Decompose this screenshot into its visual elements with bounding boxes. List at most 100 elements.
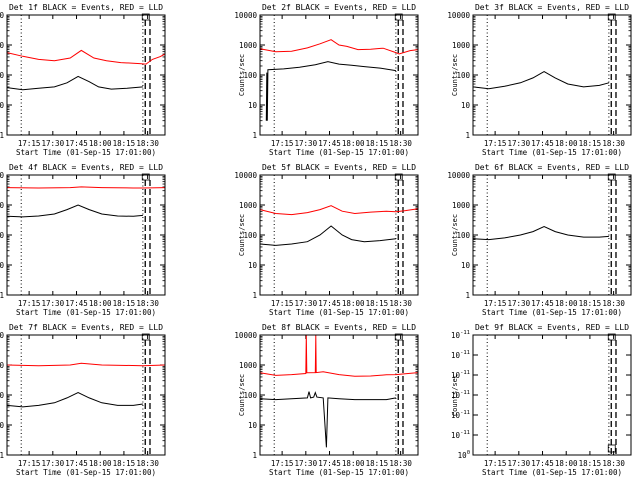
events-series-line [259,225,396,246]
y-tick-label: 10 [248,101,258,110]
detector-panel-7: Det 7f BLACK = Events, RED = LLDCounts/s… [0,323,166,477]
x-tick-label: 18:15 [366,459,389,468]
events-series-line [259,391,396,448]
panel-title: Det 5f BLACK = Events, RED = LLD [262,163,416,172]
y-tick-label: 10-11 [451,350,470,360]
x-tick-label: 17:45 [318,139,341,148]
x-tick-label: 18:00 [342,299,365,308]
x-tick-label: 17:15 [271,299,294,308]
x-tick-label: 18:15 [113,139,136,148]
panel-title: Det 9f BLACK = Events, RED = LLD [475,323,629,332]
x-tick-label: 17:45 [65,459,88,468]
y-tick-label: 1000 [0,201,4,210]
detector-panel-5: Det 5f BLACK = Events, RED = LLD Counts/s… [234,163,419,317]
plot-frame [6,14,166,136]
panel-title: Det 8f BLACK = Events, RED = LLD [262,323,416,332]
y-tick-label: 10-11 [451,430,470,440]
y-tick-label: 1000 [0,41,4,50]
x-tick-label: 17:30 [508,139,531,148]
y-tick-label: 100 [243,391,257,400]
x-tick-label: 18:00 [89,139,112,148]
y-tick-label: 1 [0,131,4,140]
x-axis-label: Start Time (01-Sep-15 17:01:00) [16,468,156,477]
y-tick-label: 10-11 [451,330,470,340]
plot-frame [6,334,166,456]
y-tick-label: 10 [248,421,258,430]
x-tick-label: 17:15 [271,139,294,148]
x-tick-label: 18:30 [602,299,625,308]
x-axis-label: Start Time (01-Sep-15 17:01:00) [269,468,409,477]
events-series-line [6,75,143,91]
y-axis-label: Counts/sec [238,214,246,256]
lld-series-line [6,362,166,367]
marker-box [607,333,616,341]
y-tick-label: 100 [456,71,470,80]
x-tick-label: 17:45 [531,299,554,308]
panel-title: Det 1f BLACK = Events, RED = LLD [9,3,163,12]
detector-panel-8: Det 8f BLACK = Events, RED = LLD Counts/s… [234,323,419,477]
x-tick-label: 18:30 [136,139,159,148]
y-axis-label: Counts/sec [238,374,246,416]
y-tick-label: 10000 [0,171,4,180]
plot-frame [472,334,632,456]
x-tick-label: 17:45 [65,299,88,308]
y-tick-label: 100 [458,450,470,460]
x-tick-label: 17:30 [295,139,318,148]
y-tick-label: 1000 [452,201,471,210]
x-tick-label: 18:30 [602,139,625,148]
events-series-line [472,71,610,90]
y-tick-label: 1000 [452,41,471,50]
y-tick-label: 100 [243,231,257,240]
marker-box [607,13,616,21]
x-tick-label: 18:15 [366,299,389,308]
x-tick-label: 17:30 [42,139,65,148]
y-tick-label: 10000 [234,11,257,20]
x-tick-label: 18:00 [555,459,578,468]
detector-panel-1: Det 1f BLACK = Events, RED = LLDCounts/s… [0,3,166,157]
plot-frame [472,174,632,296]
marker-box [394,173,403,181]
x-tick-label: 18:00 [555,299,578,308]
x-tick-label: 18:00 [342,459,365,468]
plot-frame [6,174,166,296]
x-tick-label: 17:30 [295,299,318,308]
marker-box [394,13,403,21]
lld-series-line [259,334,419,377]
detector-panel-2: Det 2f BLACK = Events, RED = LLD Counts/s… [234,3,419,157]
x-axis-label: Start Time (01-Sep-15 17:01:00) [482,308,622,317]
x-tick-label: 17:15 [484,459,507,468]
x-tick-label: 18:30 [602,459,625,468]
y-axis-label: Counts/sec [451,54,459,96]
y-tick-label: 100 [0,391,4,400]
y-tick-label: 1 [465,131,470,140]
plot-frame [472,14,632,136]
events-series-line [472,226,609,241]
x-tick-label: 17:30 [42,459,65,468]
y-tick-label: 10000 [447,11,470,20]
x-axis-label: Start Time (01-Sep-15 17:01:00) [16,308,156,317]
panel-title: Det 4f BLACK = Events, RED = LLD [9,163,163,172]
x-tick-label: 17:45 [318,299,341,308]
plot-frame [259,14,419,136]
y-tick-label: 10000 [447,171,470,180]
panel-title: Det 6f BLACK = Events, RED = LLD [475,163,629,172]
x-tick-label: 18:00 [89,299,112,308]
y-tick-label: 100 [243,71,257,80]
detector-panel-9: Det 9f BLACK = Events, RED = LLD Counts/s… [451,323,632,477]
x-tick-label: 17:15 [18,299,41,308]
x-tick-label: 18:30 [389,459,412,468]
x-tick-label: 17:15 [18,139,41,148]
y-tick-label: 10 [0,261,4,270]
lld-series-line [259,39,419,55]
lld-series-line [6,49,166,65]
marker-box [141,173,150,181]
y-tick-label: 10-11 [451,410,470,420]
y-tick-label: 10000 [0,331,4,340]
plot-frame [259,334,419,456]
x-axis-label: Start Time (01-Sep-15 17:01:00) [482,148,622,157]
marker-box [141,333,150,341]
x-tick-label: 17:45 [531,459,554,468]
x-tick-label: 17:15 [484,299,507,308]
x-tick-label: 18:00 [89,459,112,468]
